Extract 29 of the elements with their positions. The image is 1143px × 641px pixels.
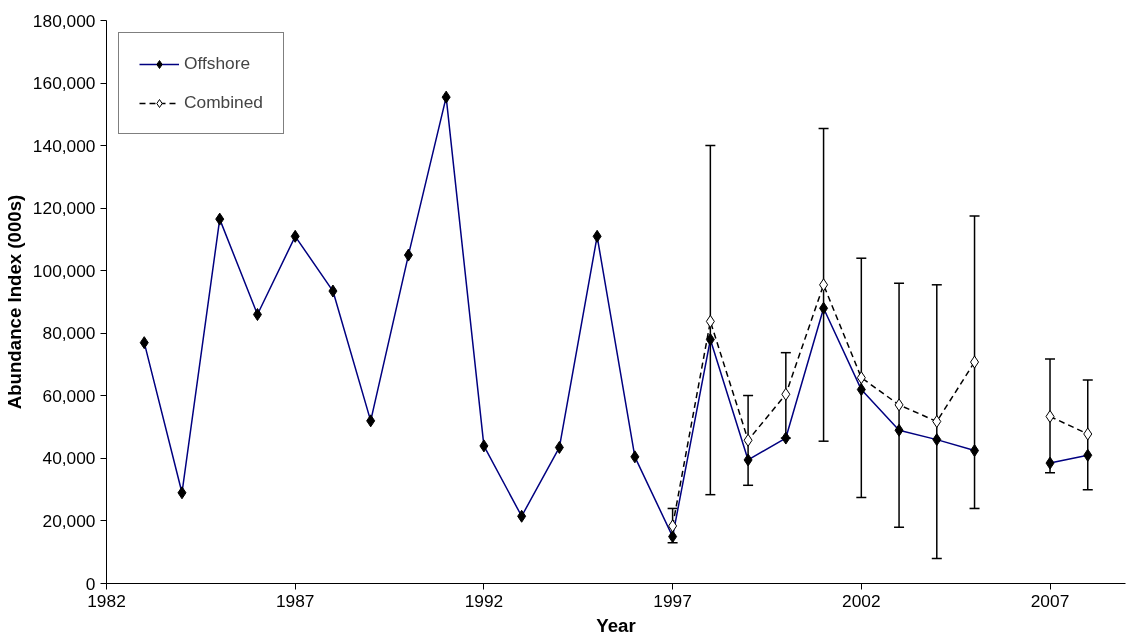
- legend-label: Offshore: [184, 53, 251, 74]
- y-tick-label: 160,000: [32, 73, 96, 94]
- point: [781, 387, 791, 401]
- point: [819, 278, 829, 292]
- point: [743, 433, 753, 447]
- point: [668, 519, 678, 533]
- x-tick-label: 1997: [653, 590, 692, 611]
- y-tick-label: 100,000: [32, 260, 96, 281]
- point: [856, 371, 866, 385]
- x-axis-title: Year: [596, 614, 636, 636]
- point: [1083, 427, 1093, 441]
- y-tick-label: 80,000: [42, 323, 96, 344]
- legend-label: Combined: [184, 92, 263, 113]
- point: [705, 314, 715, 328]
- x-tick-label: 1987: [275, 590, 315, 611]
- x-tick-label: 2007: [1030, 590, 1070, 611]
- point: [1045, 409, 1055, 423]
- point: [894, 398, 904, 412]
- y-tick-label: 20,000: [42, 510, 96, 531]
- y-tick-label: 40,000: [42, 448, 96, 469]
- y-axis-title: Abundance Index (000s): [3, 194, 25, 410]
- y-tick-label: 120,000: [32, 198, 96, 219]
- point: [932, 414, 942, 428]
- y-tick-label: 60,000: [42, 385, 96, 406]
- x-tick-label: 2002: [842, 590, 881, 611]
- point: [970, 355, 980, 369]
- y-tick-label: 140,000: [32, 135, 96, 156]
- y-tick-label: 180,000: [32, 10, 96, 31]
- x-tick-label: 1992: [464, 590, 504, 611]
